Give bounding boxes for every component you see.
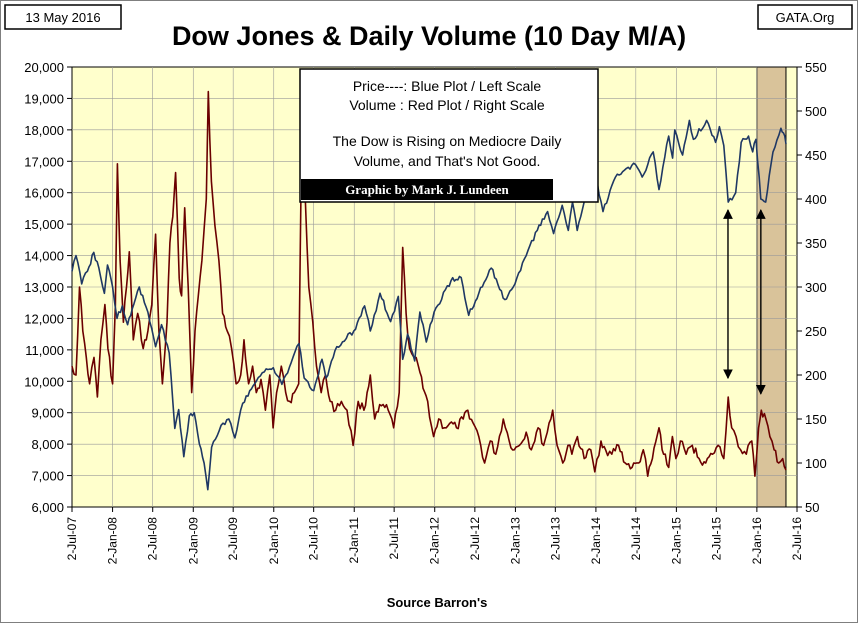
left-tick-label: 9,000 xyxy=(31,406,64,421)
series-line-volume xyxy=(71,90,787,477)
left-tick-label: 14,000 xyxy=(24,249,64,264)
left-axis-ticks: 6,000 7,000 8,000 9,000 10,000 11,000 12,000 13… xyxy=(24,60,72,515)
date-box xyxy=(4,4,122,30)
x-tick-label: 2-Jul-12 xyxy=(468,517,482,561)
x-tick-label: 2-Jul-15 xyxy=(709,517,723,561)
x-tick-label: 2-Jan-10 xyxy=(267,517,281,565)
x-tick-label: 2-Jul-14 xyxy=(629,517,643,561)
left-tick-label: 7,000 xyxy=(31,469,64,484)
left-tick-label: 13,000 xyxy=(24,280,64,295)
legend-note-line-2: Volume, and That's Not Good. xyxy=(354,153,541,169)
source-site-label: GATA.Org xyxy=(776,10,835,25)
x-tick-label: 2-Jul-16 xyxy=(790,517,804,561)
x-tick-label: 2-Jan-16 xyxy=(750,517,764,565)
right-tick-label: 400 xyxy=(805,192,827,207)
right-tick-label: 150 xyxy=(805,412,827,427)
series-line-price xyxy=(71,119,787,491)
date-label: 13 May 2016 xyxy=(25,10,100,25)
legend-note-line-1: The Dow is Rising on Mediocre Daily xyxy=(333,133,562,149)
x-tick-label: 2-Jul-10 xyxy=(307,517,321,561)
x-tick-label: 2-Jan-13 xyxy=(508,517,522,565)
right-tick-label: 300 xyxy=(805,280,827,295)
x-tick-label: 2-Jul-11 xyxy=(387,517,401,560)
credit-text: Graphic by Mark J. Lundeen xyxy=(345,182,509,197)
right-tick-label: 250 xyxy=(805,324,827,339)
x-tick-label: 2-Jan-12 xyxy=(428,517,442,565)
series-lines xyxy=(71,90,787,491)
source-site-box xyxy=(757,4,853,30)
annotations xyxy=(723,209,766,395)
x-tick-label: 2-Jul-09 xyxy=(226,517,240,561)
left-tick-label: 11,000 xyxy=(25,343,64,358)
chart-title: Dow Jones & Daily Volume (10 Day M/A) xyxy=(172,21,686,51)
right-tick-label: 500 xyxy=(805,104,827,119)
x-axis-label: Source Barron's xyxy=(387,595,488,610)
x-tick-label: 2-Jan-15 xyxy=(669,517,683,565)
left-tick-label: 17,000 xyxy=(24,154,64,169)
x-tick-label: 2-Jan-08 xyxy=(106,517,120,565)
credit-bar xyxy=(301,179,553,200)
left-tick-label: 15,000 xyxy=(24,217,64,232)
left-tick-label: 20,000 xyxy=(24,60,64,75)
right-tick-label: 350 xyxy=(805,236,827,251)
x-tick-label: 2-Jan-11 xyxy=(347,517,361,564)
left-tick-label: 6,000 xyxy=(31,500,64,515)
x-tick-label: 2-Jul-13 xyxy=(548,517,562,561)
right-tick-label: 50 xyxy=(805,500,819,515)
left-tick-label: 10,000 xyxy=(24,374,64,389)
left-tick-label: 16,000 xyxy=(24,186,64,201)
right-tick-label: 450 xyxy=(805,148,827,163)
x-tick-label: 2-Jul-08 xyxy=(146,517,160,561)
left-tick-label: 19,000 xyxy=(24,91,64,106)
x-tick-label: 2-Jul-07 xyxy=(65,517,79,561)
right-tick-label: 100 xyxy=(805,456,827,471)
left-tick-label: 18,000 xyxy=(24,123,64,138)
x-tick-label: 2-Jan-09 xyxy=(186,517,200,565)
right-tick-label: 200 xyxy=(805,368,827,383)
x-axis-ticks: 2-Jul-07 2-Jan-08 2-Jul-08 2-Jan-09 2-Jul-09… xyxy=(65,507,804,564)
x-tick-label: 2-Jan-14 xyxy=(589,517,603,565)
legend-price-line: Price----: Blue Plot / Left Scale xyxy=(353,78,542,94)
left-tick-label: 8,000 xyxy=(31,437,64,452)
legend-volume-line: Volume : Red Plot / Right Scale xyxy=(349,97,545,113)
right-axis-ticks: 50 100 150 200 250 300 350 400 450 500 550 xyxy=(797,60,827,515)
right-tick-label: 550 xyxy=(805,60,827,75)
left-tick-label: 12,000 xyxy=(24,311,64,326)
